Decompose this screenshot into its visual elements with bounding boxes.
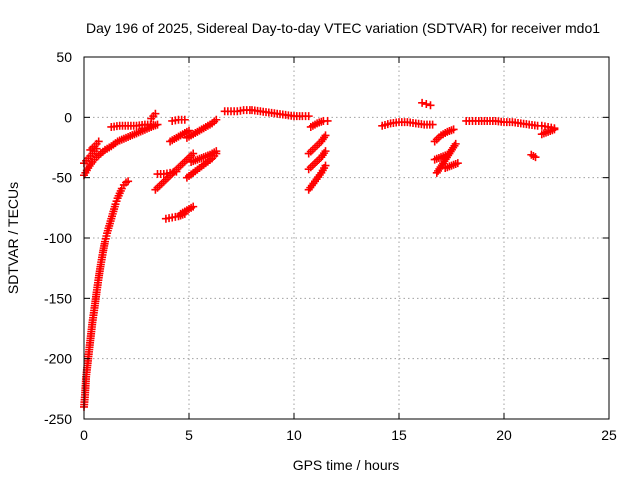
data-point [94, 137, 103, 146]
series-arc-29 [537, 121, 559, 133]
data-point [550, 124, 559, 133]
data-point [321, 161, 330, 170]
series-arc-15 [220, 106, 254, 116]
y-tick-label: -200 [44, 351, 72, 367]
data-point [321, 147, 330, 156]
series-arc-8 [168, 115, 189, 125]
x-tick-label: 10 [286, 427, 302, 443]
y-tick-label: -250 [44, 411, 72, 427]
y-tick-label: -100 [44, 230, 72, 246]
series-arc-22 [418, 98, 435, 110]
data-point [453, 159, 462, 168]
axis-ticks: 0 5 10 15 20 25 -250 -200 -150 -100 -50 0 50 [44, 49, 617, 443]
x-tick-label: 15 [391, 427, 407, 443]
series-arc-23 [430, 125, 458, 146]
series-arc-14 [187, 147, 221, 166]
x-tick-label: 0 [80, 427, 88, 443]
data-point [189, 202, 198, 211]
chart-title: Day 196 of 2025, Sidereal Day-to-day VTE… [86, 20, 600, 36]
data-point [531, 153, 540, 162]
series-arc-25 [432, 139, 460, 177]
series-arc-17 [304, 161, 330, 194]
series-arc-27 [462, 116, 542, 130]
series-arc-9 [166, 126, 193, 146]
x-tick-label: 5 [185, 427, 193, 443]
y-tick-label: -50 [52, 170, 72, 186]
data-point [321, 131, 330, 140]
x-axis-label: GPS time / hours [293, 457, 400, 473]
data-point [418, 98, 427, 107]
series-arc-5 [147, 109, 160, 123]
data-point [151, 109, 160, 118]
series-arc-steep [80, 177, 133, 411]
data-point [426, 101, 435, 110]
series-arc-12 [182, 115, 221, 142]
data-point [451, 139, 460, 148]
data-point [449, 125, 458, 134]
series-arc-26 [441, 159, 462, 173]
series-arc-1 [80, 120, 162, 180]
series-arc-7 [153, 167, 181, 179]
data-point [180, 115, 189, 124]
data-points [80, 98, 559, 411]
data-point [172, 167, 181, 176]
data-point [212, 147, 221, 156]
series-arc-11 [176, 202, 198, 218]
data-point [212, 115, 221, 124]
series-arc-19 [304, 131, 330, 158]
series-arc-3 [86, 137, 103, 154]
series-arc-21 [378, 118, 437, 130]
data-point [189, 149, 198, 158]
series-arc-20 [306, 116, 332, 131]
data-point [149, 120, 158, 129]
data-point [422, 100, 431, 109]
x-tick-label: 25 [601, 427, 617, 443]
data-point [124, 177, 133, 186]
series-arc-4 [107, 120, 158, 131]
series-arc-16 [248, 106, 313, 121]
y-tick-label: 50 [56, 49, 72, 65]
data-point [428, 120, 437, 129]
grid [84, 57, 609, 419]
series-arc-30 [527, 150, 540, 162]
data-point [323, 116, 332, 125]
series-arc-18 [304, 147, 330, 174]
y-tick-label: -150 [44, 290, 72, 306]
data-point [304, 112, 313, 121]
x-tick-label: 20 [496, 427, 512, 443]
y-tick-label: 0 [64, 109, 72, 125]
y-axis-label: SDTVAR / TECUs [5, 182, 21, 294]
